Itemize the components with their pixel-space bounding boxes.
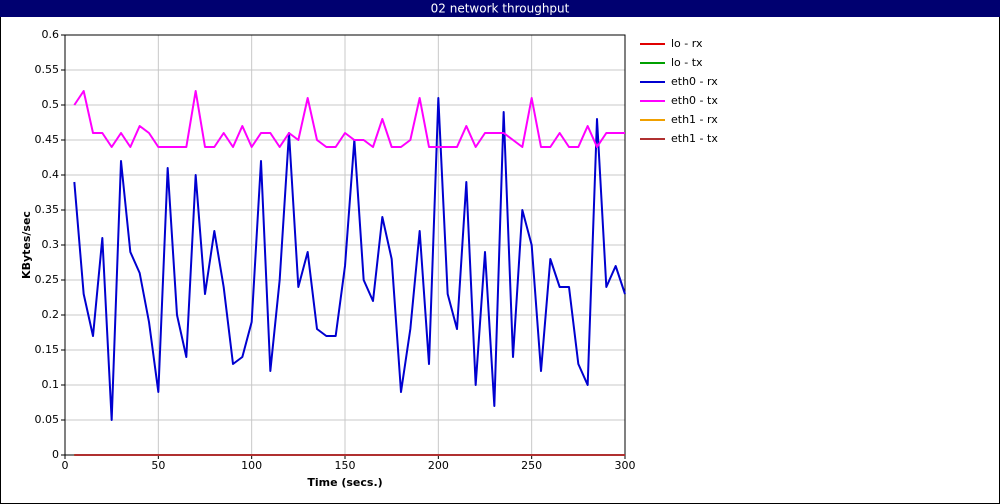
x-tick-label: 200 xyxy=(428,459,449,472)
y-tick-label: 0.5 xyxy=(42,98,60,111)
legend-label: lo - tx xyxy=(671,56,703,69)
y-tick-label: 0.45 xyxy=(35,133,60,146)
series-line xyxy=(73,90,625,148)
x-axis-label: Time (secs.) xyxy=(307,476,382,489)
y-tick-label: 0.2 xyxy=(42,308,60,321)
series-line xyxy=(73,97,626,421)
y-tick-label: 0.15 xyxy=(35,343,60,356)
y-tick-label: 0.55 xyxy=(35,63,60,76)
y-tick-label: 0.25 xyxy=(35,273,60,286)
legend-label: eth1 - tx xyxy=(671,132,718,145)
y-tick-label: 0.05 xyxy=(35,413,60,426)
x-tick-label: 0 xyxy=(62,459,69,472)
legend-label: eth0 - tx xyxy=(671,94,718,107)
y-tick-label: 0.3 xyxy=(42,238,60,251)
y-tick-label: 0.35 xyxy=(35,203,60,216)
legend-label: lo - rx xyxy=(671,37,703,50)
legend-label: eth0 - rx xyxy=(671,75,718,88)
legend-label: eth1 - rx xyxy=(671,113,718,126)
x-tick-label: 300 xyxy=(615,459,636,472)
y-tick-label: 0.6 xyxy=(42,28,60,41)
x-tick-label: 250 xyxy=(521,459,542,472)
x-tick-label: 50 xyxy=(151,459,165,472)
y-tick-label: 0 xyxy=(52,448,59,461)
x-tick-label: 100 xyxy=(241,459,262,472)
x-tick-label: 150 xyxy=(335,459,356,472)
y-tick-label: 0.4 xyxy=(42,168,60,181)
title-bar xyxy=(0,0,1000,17)
y-axis-label: KBytes/sec xyxy=(20,211,33,279)
y-tick-label: 0.1 xyxy=(42,378,60,391)
chart-title: 02 network throughput xyxy=(431,2,570,16)
